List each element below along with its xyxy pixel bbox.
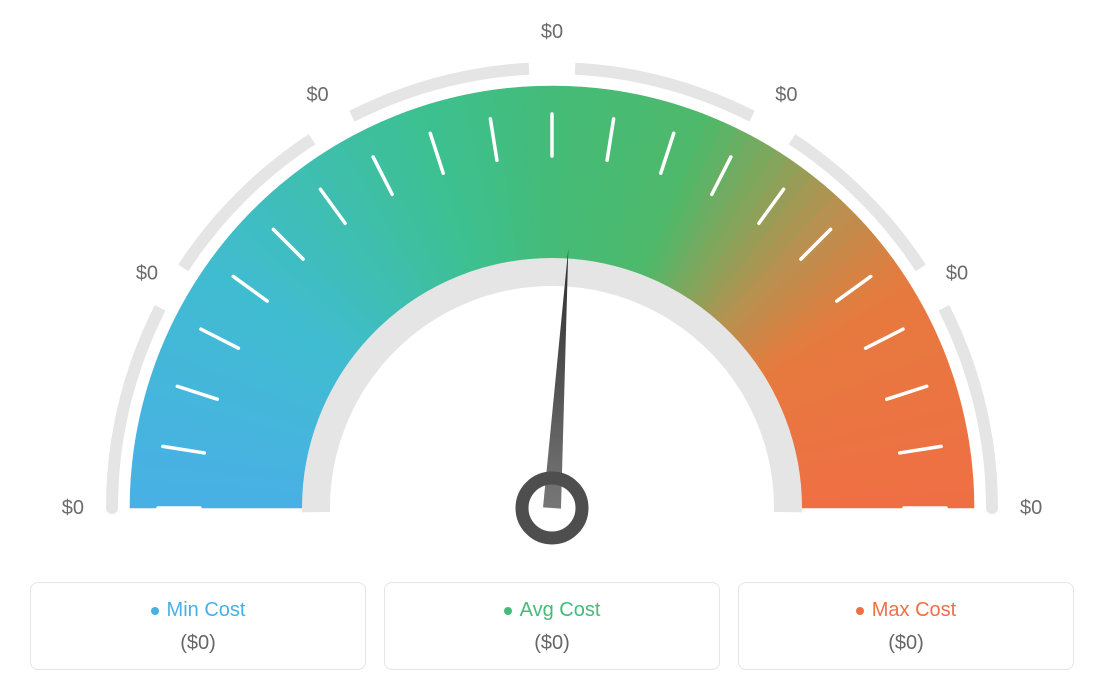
legend-label: Avg Cost [520,599,601,622]
legend-label: Max Cost [872,599,956,622]
legend-label: Min Cost [167,599,246,622]
gauge-needle [543,249,568,509]
gauge-chart: $0 $0 $0 $0 $0 $0 $0 [52,10,1052,550]
legend-value: ($0) [749,632,1063,655]
legend-row: Min Cost ($0) Avg Cost ($0) Max Cost ($0) [30,582,1074,670]
gauge-tick-label: $0 [306,84,328,106]
gauge-tick-label: $0 [775,84,797,106]
gauge-svg: $0 $0 $0 $0 $0 $0 $0 [52,10,1052,550]
legend-dot-icon [504,607,512,615]
max-cost-card: Max Cost ($0) [738,582,1074,670]
gauge-tick-label: $0 [541,21,563,43]
legend-value: ($0) [395,632,709,655]
legend-dot-icon [151,607,159,615]
gauge-tick-label: $0 [62,497,84,519]
legend-dot-icon [856,607,864,615]
legend-title: Min Cost [151,599,246,622]
gauge-tick-label: $0 [136,263,158,285]
gauge-tick-label: $0 [1020,497,1042,519]
legend-title: Max Cost [856,599,956,622]
gauge-tick-label: $0 [946,263,968,285]
legend-title: Avg Cost [504,599,601,622]
min-cost-card: Min Cost ($0) [30,582,366,670]
legend-value: ($0) [41,632,355,655]
avg-cost-card: Avg Cost ($0) [384,582,720,670]
